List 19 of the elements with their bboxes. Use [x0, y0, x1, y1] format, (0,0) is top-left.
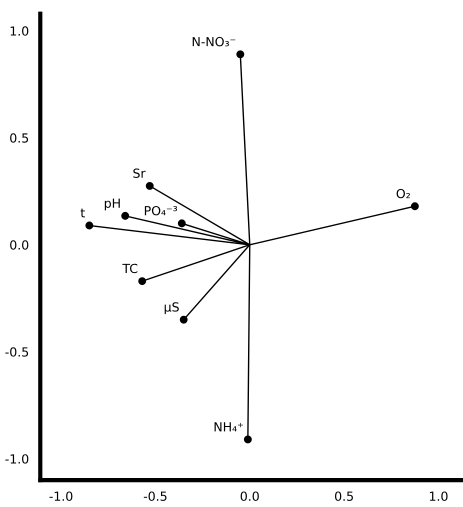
- annotation: O₂: [396, 188, 410, 198]
- y-tick-label: -0.5: [5, 347, 28, 357]
- x-tick-label: 1.0: [430, 491, 448, 501]
- annotation: PO₄⁻³: [144, 206, 178, 216]
- annotation: TC: [122, 264, 138, 274]
- annotation: N-NO₃⁻: [192, 36, 236, 46]
- annotation: µS: [164, 302, 179, 314]
- y-tick-label: 0.5: [10, 133, 28, 143]
- x-tick-label: -0.5: [144, 491, 166, 501]
- x-tick-label: 0.0: [240, 491, 259, 501]
- annotation: pH: [104, 198, 120, 210]
- x-tick-label: -1.0: [49, 491, 72, 501]
- annotation: Sr: [133, 168, 146, 178]
- x-tick-label: 0.5: [334, 491, 353, 501]
- y-tick-label: 1.0: [10, 26, 28, 36]
- annotation: t: [80, 208, 85, 218]
- annotation: NH₄⁺: [214, 422, 243, 432]
- y-tick-label: -1.0: [5, 454, 28, 464]
- y-tick-label: 0.0: [10, 240, 28, 250]
